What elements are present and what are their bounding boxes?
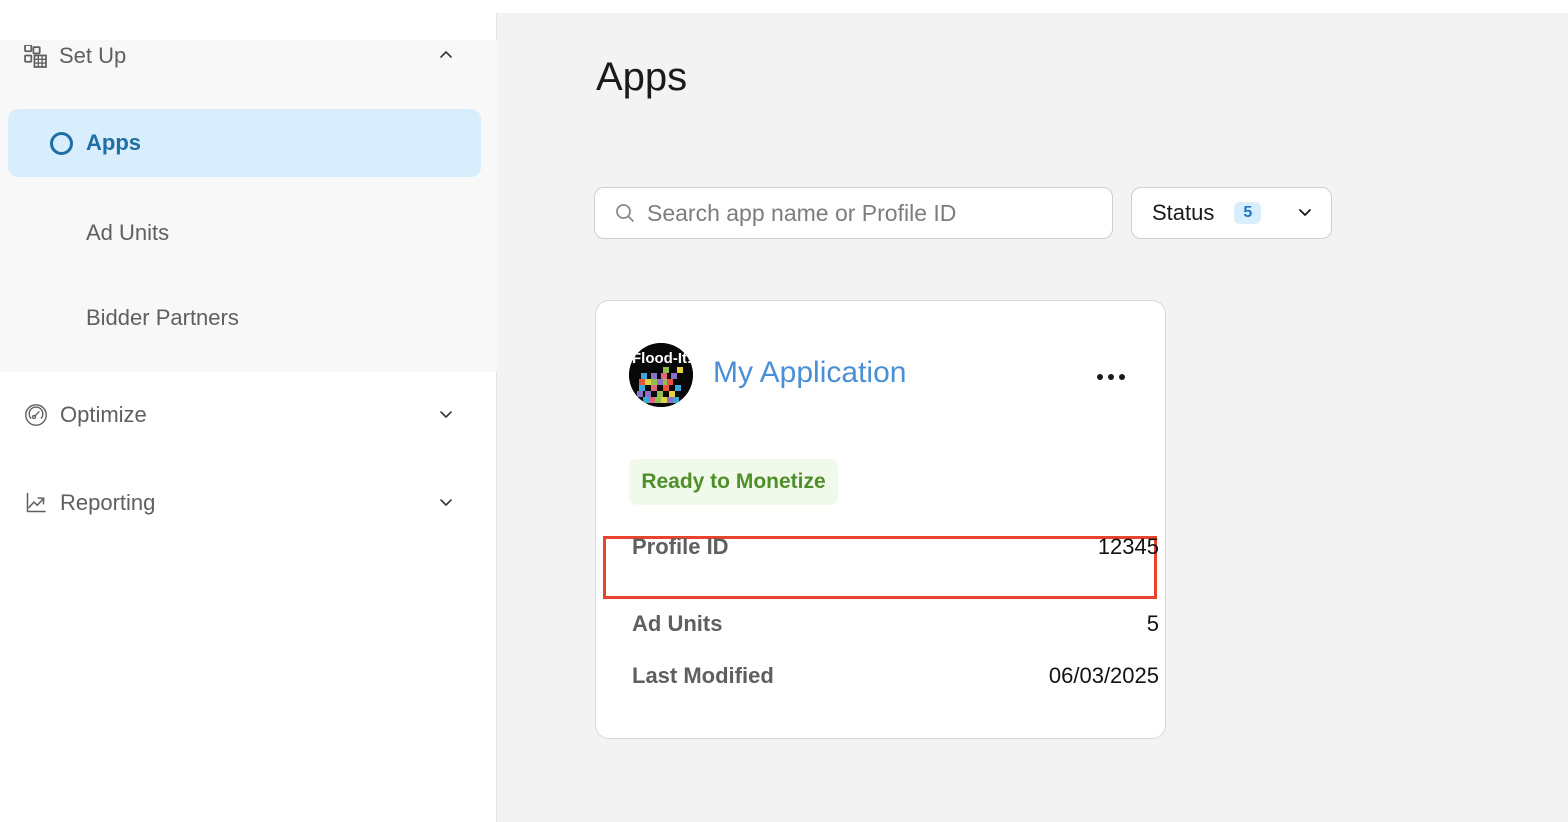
svg-text:Flood-It!: Flood-It! [632, 350, 692, 367]
